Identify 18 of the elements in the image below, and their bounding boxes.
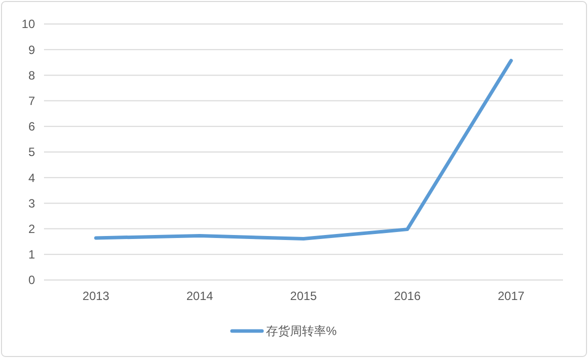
x-tick-label: 2014 bbox=[186, 289, 214, 303]
y-tick-label: 0 bbox=[28, 273, 36, 288]
y-tick-label: 9 bbox=[28, 42, 36, 57]
x-tick-label: 2015 bbox=[290, 289, 318, 303]
y-tick-label: 7 bbox=[28, 94, 36, 108]
x-tick-label: 2017 bbox=[498, 289, 525, 303]
y-tick-label: 10 bbox=[22, 17, 36, 32]
y-tick-label: 5 bbox=[28, 145, 36, 160]
y-tick-label: 2 bbox=[28, 222, 36, 236]
y-tick-label: 3 bbox=[28, 196, 36, 210]
y-tick-label: 1 bbox=[28, 248, 36, 262]
x-tick-label: 2016 bbox=[394, 289, 421, 303]
legend-label: 存货周转率% bbox=[266, 324, 337, 338]
y-tick-label: 6 bbox=[28, 120, 36, 134]
y-tick-label: 8 bbox=[28, 68, 36, 82]
x-tick-label: 2013 bbox=[82, 289, 110, 303]
line-series bbox=[94, 58, 513, 241]
y-tick-label: 4 bbox=[28, 170, 36, 185]
